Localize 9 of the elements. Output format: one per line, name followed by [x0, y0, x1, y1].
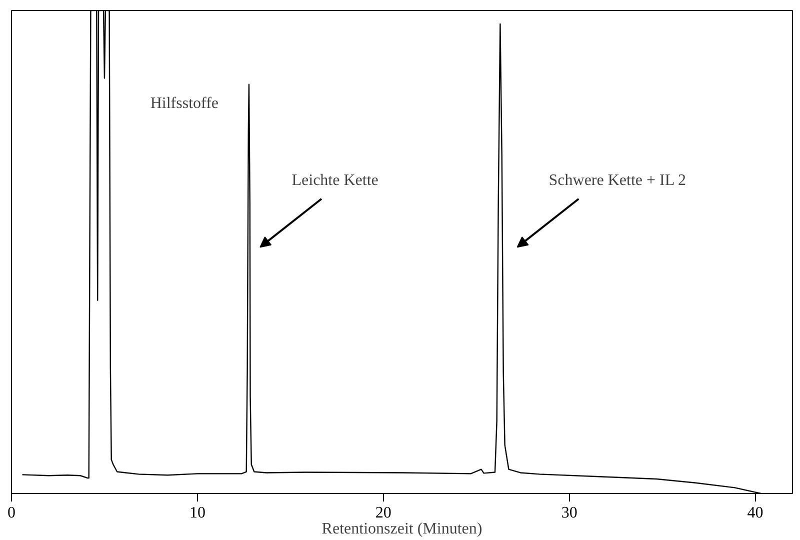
- annotation: Leichte Kette: [292, 172, 378, 190]
- x-tick-label: 40: [747, 504, 764, 522]
- x-tick-label: 30: [561, 504, 578, 522]
- x-tick-label: 10: [189, 504, 206, 522]
- x-tick-label: 20: [375, 504, 392, 522]
- x-axis-title: Retentionszeit (Minuten): [322, 520, 482, 538]
- x-tick-label: 0: [8, 504, 16, 522]
- annotation: Hilfsstoffe: [150, 94, 219, 112]
- annotation: Schwere Kette + IL 2: [548, 172, 686, 190]
